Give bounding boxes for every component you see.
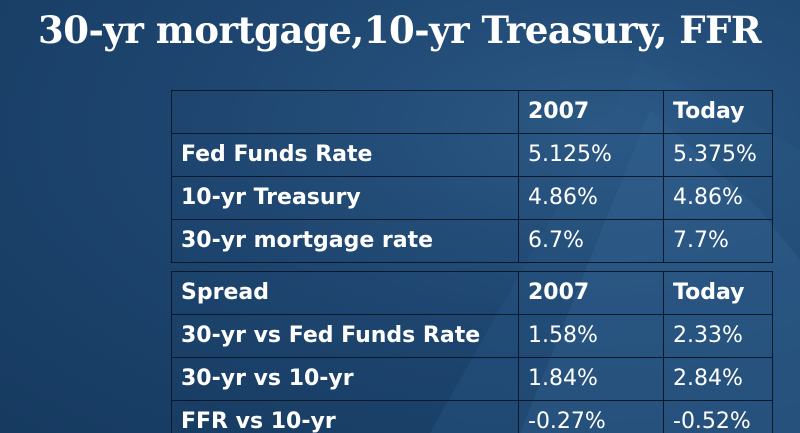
value-today: -0.52% [663,400,773,433]
slide-title: 30-yr mortgage,10-yr Treasury, FFR [38,8,762,52]
spread-table: Spread 2007 Today 30-yr vs Fed Funds Rat… [171,271,773,433]
header-cell-today: Today [663,90,773,134]
table-row: 30-yr vs 10-yr 1.84% 2.84% [171,357,773,401]
row-label: 30-yr vs 10-yr [171,357,519,401]
table-row: Fed Funds Rate 5.125% 5.375% [171,133,773,177]
value-today: 2.84% [663,357,773,401]
row-label: FFR vs 10-yr [171,400,519,433]
header-cell-blank [171,90,519,134]
row-label: 30-yr mortgage rate [171,219,519,263]
rates-table: 2007 Today Fed Funds Rate 5.125% 5.375% … [171,90,773,263]
value-today: 2.33% [663,314,773,358]
value-2007: 1.84% [518,357,664,401]
header-cell-spread: Spread [171,271,519,315]
row-label: Fed Funds Rate [171,133,519,177]
value-today: 4.86% [663,176,773,220]
value-2007: 6.7% [518,219,664,263]
row-label: 10-yr Treasury [171,176,519,220]
header-cell-today: Today [663,271,773,315]
value-2007: 1.58% [518,314,664,358]
table-row: 10-yr Treasury 4.86% 4.86% [171,176,773,220]
value-today: 5.375% [663,133,773,177]
header-cell-2007: 2007 [518,271,664,315]
table-header-row: Spread 2007 Today [171,271,773,315]
table-row: 30-yr vs Fed Funds Rate 1.58% 2.33% [171,314,773,358]
value-2007: 5.125% [518,133,664,177]
table-row: 30-yr mortgage rate 6.7% 7.7% [171,219,773,263]
table-row: FFR vs 10-yr -0.27% -0.52% [171,400,773,433]
value-2007: -0.27% [518,400,664,433]
value-2007: 4.86% [518,176,664,220]
header-cell-2007: 2007 [518,90,664,134]
value-today: 7.7% [663,219,773,263]
row-label: 30-yr vs Fed Funds Rate [171,314,519,358]
table-header-row: 2007 Today [171,90,773,134]
